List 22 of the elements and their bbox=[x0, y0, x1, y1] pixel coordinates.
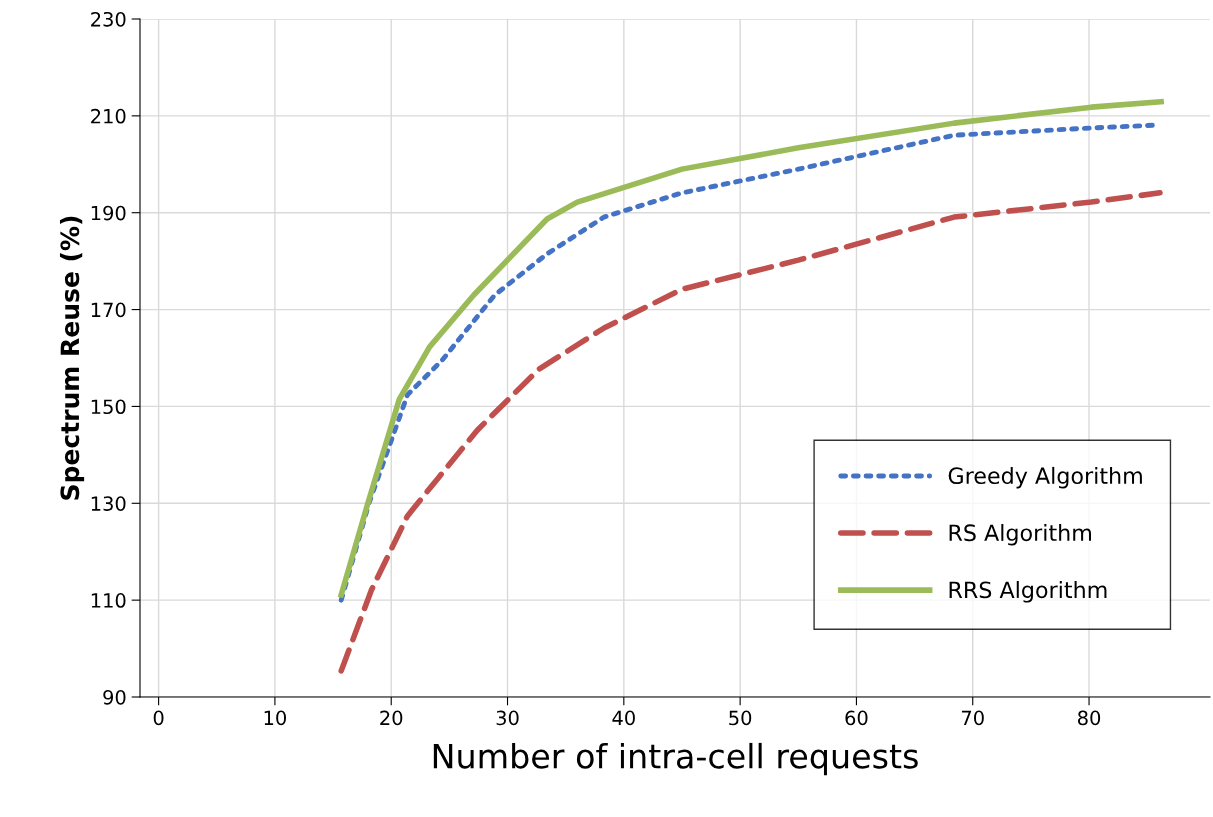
x-axis-title: Number of intra-cell requests bbox=[433, 742, 918, 776]
y-tick-label: 150 bbox=[91, 399, 126, 415]
x-tick-label: 10 bbox=[264, 710, 286, 726]
legend-label: RS Algorithm bbox=[949, 523, 1091, 546]
y-tick-label: 130 bbox=[91, 496, 126, 511]
legend-label: RRS Algorithm bbox=[949, 581, 1107, 603]
y-tick-label: 90 bbox=[103, 689, 126, 705]
y-axis-title: Spectrum Reuse (%) bbox=[59, 216, 85, 500]
y-tick-label: 210 bbox=[91, 108, 126, 124]
y-tick-label: 230 bbox=[91, 11, 126, 27]
y-tick-label: 110 bbox=[91, 593, 126, 608]
y-tick-label: 190 bbox=[91, 205, 126, 221]
x-tick-label: 50 bbox=[729, 710, 752, 726]
x-tick-label: 30 bbox=[496, 710, 519, 726]
y-tick-label: 170 bbox=[91, 302, 126, 318]
x-tick-label: 20 bbox=[380, 710, 403, 726]
x-tick-label: 60 bbox=[845, 710, 868, 726]
legend-label: Greedy Algorithm bbox=[948, 466, 1142, 489]
x-tick-label: 70 bbox=[961, 710, 984, 726]
x-tick-label: 40 bbox=[612, 710, 635, 726]
x-tick-label: 0 bbox=[153, 710, 164, 726]
x-tick-label: 80 bbox=[1077, 710, 1101, 726]
